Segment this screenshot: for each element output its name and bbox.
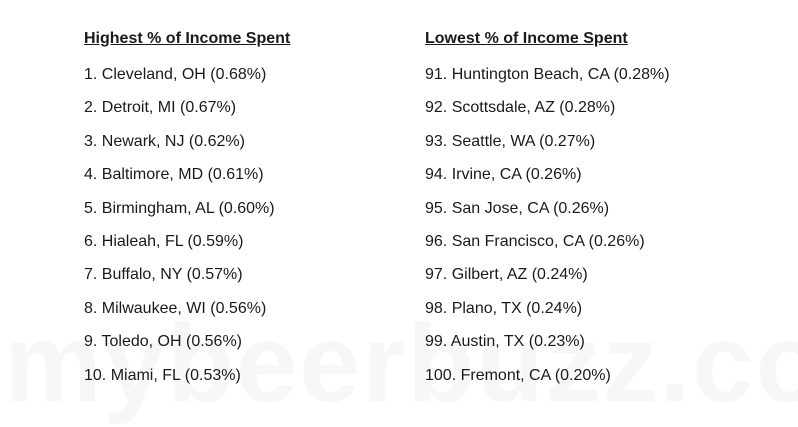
- list-item: 8. Milwaukee, WI (0.56%): [84, 299, 267, 317]
- list-item: 5. Birmingham, AL (0.60%): [84, 199, 275, 217]
- list-item: 1. Cleveland, OH (0.68%): [84, 66, 267, 83]
- highest-heading: Highest % of Income Spent: [84, 30, 291, 47]
- list-item: 9. Toledo, OH (0.56%): [84, 333, 243, 351]
- list-item: 91. Huntington Beach, CA (0.28%): [425, 66, 670, 83]
- list-item: 7. Buffalo, NY (0.57%): [84, 266, 243, 284]
- list-item: 2. Detroit, MI (0.67%): [84, 99, 237, 117]
- list-item: 99. Austin, TX (0.23%): [425, 333, 585, 351]
- lowest-income-list: Lowest % of Income Spent 91. Huntington …: [425, 28, 670, 392]
- list-item: 96. San Francisco, CA (0.26%): [425, 233, 645, 251]
- lowest-heading: Lowest % of Income Spent: [425, 30, 628, 47]
- list-item: 10. Miami, FL (0.53%): [84, 366, 241, 384]
- list-item: 4. Baltimore, MD (0.61%): [84, 166, 264, 184]
- list-item: 6. Hialeah, FL (0.59%): [84, 233, 244, 251]
- watermark: mybeerbuzz.com: [4, 302, 798, 425]
- highest-income-list: Highest % of Income Spent 1. Cleveland, …: [84, 28, 290, 392]
- list-item: 100. Fremont, CA (0.20%): [425, 366, 611, 384]
- list-item: 92. Scottsdale, AZ (0.28%): [425, 99, 616, 117]
- list-item: 97. Gilbert, AZ (0.24%): [425, 266, 588, 284]
- list-item: 95. San Jose, CA (0.26%): [425, 199, 610, 217]
- list-item: 3. Newark, NJ (0.62%): [84, 132, 245, 150]
- list-item: 94. Irvine, CA (0.26%): [425, 166, 582, 184]
- list-item: 98. Plano, TX (0.24%): [425, 299, 583, 317]
- list-item: 93. Seattle, WA (0.27%): [425, 132, 596, 150]
